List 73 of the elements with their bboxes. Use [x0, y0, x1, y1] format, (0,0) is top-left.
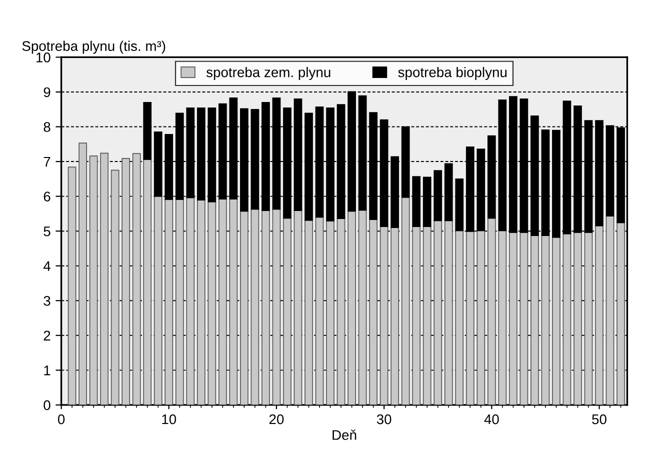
y-tick-label: 9 [44, 87, 50, 98]
bar [132, 153, 141, 405]
bar [434, 220, 442, 405]
bar [272, 208, 281, 405]
bar [422, 226, 432, 405]
y-tick-label: 4 [43, 261, 50, 271]
y-tick-label: 0 [44, 400, 50, 410]
bar [520, 232, 528, 405]
bar [476, 230, 486, 405]
bar [574, 232, 582, 405]
legend-label: spotreba bioplynu [398, 67, 507, 80]
bar [89, 156, 98, 405]
bar [584, 232, 593, 405]
bar [218, 198, 227, 405]
bar [606, 216, 614, 405]
x-axis-title: Deň [332, 430, 356, 440]
y-tick-label: 1 [44, 366, 50, 376]
bar [487, 218, 496, 405]
x-tick-label: 40 [484, 414, 499, 424]
bar [143, 159, 152, 405]
y-tick-label: 8 [44, 122, 50, 132]
bar [208, 201, 216, 405]
bar [380, 226, 388, 405]
bar [562, 233, 572, 405]
x-tick-label: 10 [162, 414, 176, 424]
bar [262, 210, 270, 405]
bar [154, 196, 162, 405]
bar [100, 152, 109, 405]
bar [455, 230, 464, 405]
bar [508, 232, 518, 405]
y-tick-label: 3 [44, 296, 50, 306]
bar [466, 231, 474, 405]
y-tick-label: 10 [36, 52, 50, 62]
bar [552, 236, 560, 405]
bar [401, 196, 410, 405]
bar [315, 216, 324, 405]
bar [444, 220, 453, 405]
y-tick-label: 7 [44, 157, 50, 167]
bar [186, 197, 195, 405]
bar [110, 170, 120, 405]
bar [294, 210, 302, 405]
y-axis-title: Spotreba plynu (tis. m³) [22, 40, 166, 54]
y-tick-label: 5 [44, 226, 50, 236]
bar [530, 235, 539, 405]
x-tick-label: 50 [592, 414, 606, 424]
bar [390, 227, 400, 405]
bar [122, 158, 130, 405]
bar [595, 225, 604, 405]
bar [240, 210, 248, 405]
bar [326, 220, 334, 405]
bar [541, 235, 550, 405]
bar [348, 210, 356, 405]
bar [616, 222, 625, 405]
x-tick-label: 20 [269, 414, 284, 424]
bar [229, 198, 238, 405]
bar [196, 200, 206, 405]
bar [68, 166, 76, 405]
y-tick-label: 2 [44, 330, 50, 340]
x-tick-label: 0 [58, 414, 65, 424]
bar [304, 220, 313, 405]
bar [358, 210, 367, 405]
bar [336, 218, 346, 405]
x-tick-label: 30 [376, 414, 392, 424]
bar [78, 142, 87, 405]
bar [412, 226, 421, 405]
y-tick-label: 6 [44, 192, 50, 202]
bar [369, 219, 378, 405]
legend-label: spotreba zem. plynu [206, 67, 330, 80]
bar [498, 230, 507, 405]
bar [175, 199, 184, 405]
bar [250, 208, 260, 405]
bar [283, 218, 292, 405]
bar [164, 199, 174, 405]
